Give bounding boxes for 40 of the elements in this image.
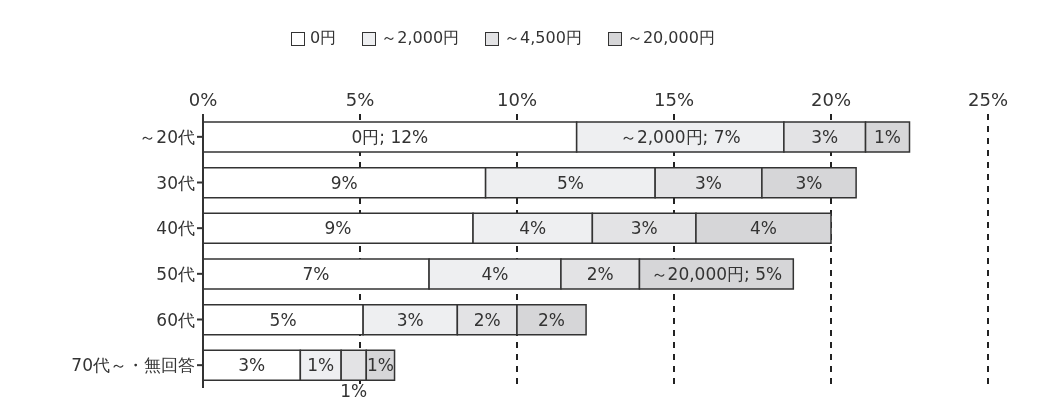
data-label: 2% xyxy=(473,309,501,330)
data-label: 2% xyxy=(538,309,566,330)
legend-label: ～4,500円 xyxy=(503,28,582,49)
x-tick-label: 10% xyxy=(496,89,538,110)
data-label: 3% xyxy=(396,309,424,330)
data-label: 1% xyxy=(340,381,368,402)
y-tick-label: 50代 xyxy=(156,263,195,284)
legend-label: ～20,000円 xyxy=(625,28,715,49)
data-label: 9% xyxy=(324,218,352,239)
data-label: 1% xyxy=(366,355,394,376)
data-label: 1% xyxy=(307,355,335,376)
x-tick-label: 25% xyxy=(967,89,1009,110)
data-label: 4% xyxy=(750,218,777,239)
y-tick-label: 60代 xyxy=(156,309,195,330)
data-label: 9% xyxy=(330,172,358,193)
legend-label: 0円 xyxy=(309,28,337,49)
data-label: 5% xyxy=(556,172,584,193)
x-tick-label: 15% xyxy=(653,89,695,110)
y-tick-label: 70代～・無回答 xyxy=(71,355,195,376)
data-label: ～20,000円; 5% xyxy=(650,264,783,284)
y-tick-label: ～20代 xyxy=(139,126,195,147)
data-label: 4% xyxy=(481,264,509,284)
x-tick-label: 5% xyxy=(345,89,375,110)
x-tick-label: 0% xyxy=(188,89,218,110)
data-label: 3% xyxy=(695,172,723,193)
data-label: 3% xyxy=(238,355,266,376)
legend-label: ～2,000円 xyxy=(380,28,460,49)
data-label: 4% xyxy=(519,218,547,239)
data-label: 2% xyxy=(586,264,614,284)
x-tick-label: 20% xyxy=(810,89,852,110)
y-tick-label: 30代 xyxy=(156,172,195,193)
data-label: 3% xyxy=(795,172,823,193)
data-label: 7% xyxy=(302,264,330,284)
data-label: 3% xyxy=(811,127,839,147)
data-label: 0円; 12% xyxy=(351,127,429,147)
data-label: 5% xyxy=(269,309,297,330)
data-label: 1% xyxy=(874,127,902,147)
data-label: 3% xyxy=(630,218,658,239)
data-label: ～2,000円; 7% xyxy=(619,127,741,147)
y-tick-label: 40代 xyxy=(156,218,195,239)
